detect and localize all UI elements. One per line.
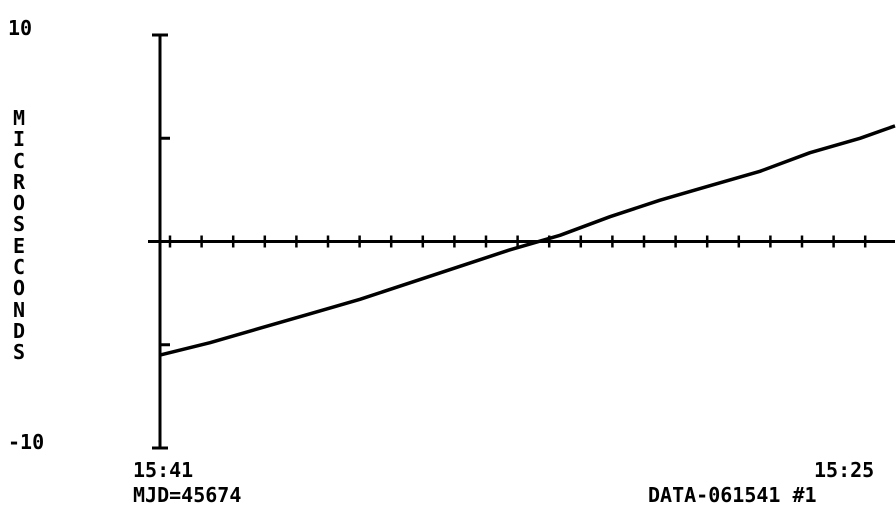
x-end-time-label: 15:25 [814,458,875,482]
x-start-time-label: 15:41 [133,458,194,482]
series-layer [159,124,896,357]
y-tick-label-max: 10 [8,16,33,40]
y-tick-label-min: -10 [8,430,45,454]
y-axis-label: MICROSECONDS [12,106,26,365]
series-line-1 [159,124,896,357]
mjd-footer-label: MJD=45674 [133,483,242,507]
chart-axes [148,33,895,450]
data-id-footer-label: DATA-061541 #1 [648,483,817,507]
